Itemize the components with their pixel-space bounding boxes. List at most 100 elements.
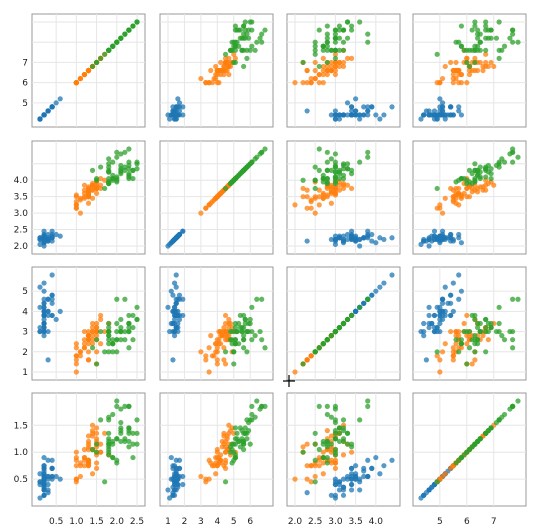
point-s0-23: [344, 100, 351, 106]
point-s1-32: [213, 341, 219, 347]
point-s1-41: [332, 63, 339, 70]
point-s2-6: [312, 51, 318, 57]
point-s1-12: [73, 449, 79, 455]
point-s2-26: [324, 180, 330, 187]
point-s2-46: [110, 441, 116, 447]
point-s1-0: [491, 63, 497, 70]
point-s2-48: [469, 444, 475, 450]
point-s1-27: [102, 430, 108, 436]
point-s2-35: [510, 159, 516, 165]
point-s2-40: [336, 430, 343, 436]
point-s2-9: [357, 159, 363, 165]
point-s1-10: [206, 369, 212, 375]
x-tick-label: 2.0: [110, 517, 125, 527]
point-s2-44: [483, 316, 489, 323]
point-s0-16: [170, 292, 176, 298]
point-s2-35: [126, 403, 132, 409]
point-s2-42: [110, 454, 116, 461]
point-s1-45: [218, 328, 224, 335]
point-s2-49: [461, 175, 467, 182]
point-s0-19: [45, 296, 51, 302]
point-s1-9: [442, 195, 448, 201]
point-s0-43: [57, 233, 63, 239]
point-s1-31: [450, 353, 456, 359]
point-s1-36: [226, 430, 232, 436]
point-s0-23: [176, 100, 183, 106]
point-s2-48: [126, 171, 132, 177]
point-s1-30: [450, 75, 456, 82]
point-s2-35: [332, 403, 339, 409]
point-s0-42: [421, 320, 427, 327]
point-s2-14: [232, 23, 239, 29]
point-s1-23: [466, 71, 473, 78]
point-s2-3: [328, 167, 334, 173]
point-s1-31: [308, 353, 314, 359]
point-s2-7: [499, 333, 505, 339]
point-s1-20: [461, 320, 467, 327]
y-tick-label: 1: [22, 368, 28, 378]
point-s2-44: [344, 430, 351, 436]
cell-r2-c2: [286, 266, 401, 381]
point-s1-8: [480, 333, 486, 339]
y-tick-label: 3: [22, 328, 28, 338]
point-s0-46: [41, 296, 47, 302]
point-s2-44: [242, 19, 248, 25]
point-s1-41: [89, 328, 96, 335]
point-s2-30: [249, 43, 255, 49]
point-s2-9: [249, 19, 255, 25]
point-s1-32: [320, 195, 326, 201]
x-tick-label: 2.5: [308, 517, 322, 527]
point-s0-5: [369, 231, 375, 238]
point-s1-10: [73, 369, 79, 375]
x-tick-label: 4.0: [369, 517, 384, 527]
point-s1-13: [328, 63, 334, 70]
point-s0-49: [41, 236, 47, 243]
point-s2-25: [106, 320, 112, 327]
point-s1-12: [214, 361, 220, 367]
point-s2-33: [324, 175, 330, 182]
point-s0-37: [357, 116, 363, 122]
point-s1-17: [73, 192, 79, 198]
point-s2-36: [472, 23, 478, 29]
point-s2-47: [114, 328, 120, 335]
point-s2-30: [110, 337, 116, 343]
point-s0-6: [348, 108, 355, 114]
point-s2-33: [232, 59, 239, 66]
point-s2-45: [483, 27, 489, 33]
point-s1-17: [73, 341, 79, 347]
cell-r1-c3: [412, 140, 527, 255]
point-s1-3: [450, 357, 456, 363]
point-s2-41: [336, 175, 343, 182]
point-s0-39: [41, 312, 47, 319]
point-s0-43: [57, 96, 63, 102]
point-s0-45: [332, 108, 339, 114]
point-s2-32: [324, 167, 330, 173]
point-s0-41: [170, 357, 176, 363]
point-s2-2: [493, 35, 500, 41]
point-s2-34: [466, 63, 473, 70]
point-s1-32: [320, 71, 326, 78]
point-s1-49: [85, 192, 92, 198]
point-s0-27: [442, 308, 448, 314]
point-s2-6: [102, 51, 108, 57]
point-s2-29: [332, 164, 339, 170]
point-s1-9: [442, 341, 448, 347]
x-tick-label: 3: [198, 517, 204, 527]
point-s0-34: [336, 235, 343, 241]
point-s2-24: [118, 316, 124, 323]
point-s0-14: [373, 288, 379, 294]
point-s0-32: [377, 235, 383, 241]
point-s0-23: [53, 231, 59, 238]
point-s2-19: [464, 59, 470, 66]
point-s2-17: [365, 149, 371, 155]
point-s2-19: [300, 177, 306, 183]
point-s2-34: [241, 63, 247, 70]
point-s0-48: [361, 468, 367, 474]
cell-r3-c3: [412, 392, 527, 507]
point-s1-39: [312, 463, 318, 469]
point-s2-25: [496, 320, 502, 327]
x-tick-label: 2.0: [288, 517, 303, 527]
point-s1-46: [456, 333, 462, 339]
point-s2-35: [510, 403, 516, 409]
